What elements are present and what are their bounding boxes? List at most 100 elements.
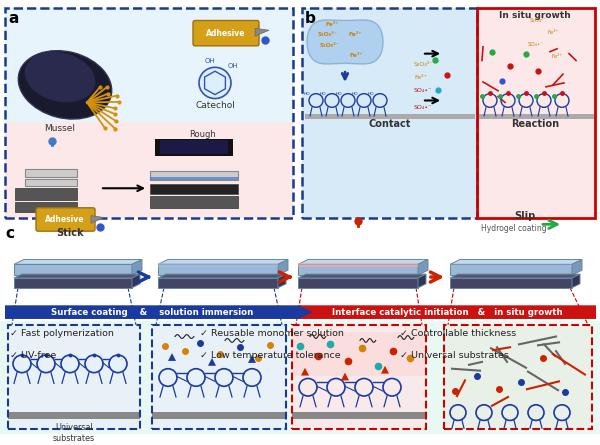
Polygon shape: [14, 259, 142, 264]
Text: Reaction: Reaction: [511, 119, 559, 129]
Text: HO: HO: [352, 92, 359, 96]
FancyBboxPatch shape: [193, 20, 259, 46]
Polygon shape: [14, 264, 132, 275]
Polygon shape: [450, 274, 580, 278]
FancyBboxPatch shape: [450, 264, 572, 267]
Text: Mussel: Mussel: [44, 124, 76, 133]
Text: HO: HO: [368, 92, 374, 96]
Text: S₂O₄²⁻: S₂O₄²⁻: [530, 18, 547, 24]
FancyBboxPatch shape: [444, 325, 592, 429]
Text: ✓ Universal substrates: ✓ Universal substrates: [400, 351, 509, 360]
Ellipse shape: [25, 52, 95, 102]
FancyBboxPatch shape: [305, 114, 475, 119]
Circle shape: [199, 67, 231, 98]
Polygon shape: [298, 305, 596, 319]
Text: OH: OH: [228, 63, 239, 69]
Polygon shape: [158, 278, 278, 288]
Text: In situ growth: In situ growth: [499, 11, 571, 20]
Text: Catechol: Catechol: [195, 101, 235, 110]
Text: a: a: [8, 11, 19, 26]
FancyBboxPatch shape: [150, 171, 238, 181]
FancyBboxPatch shape: [36, 208, 95, 231]
Text: Fe²⁺: Fe²⁺: [348, 32, 362, 37]
FancyBboxPatch shape: [155, 138, 233, 156]
Text: SO₄•⁻: SO₄•⁻: [528, 42, 544, 47]
Polygon shape: [450, 264, 572, 275]
Polygon shape: [298, 264, 418, 275]
Text: Fe³⁺: Fe³⁺: [325, 22, 339, 27]
FancyBboxPatch shape: [150, 184, 238, 194]
FancyBboxPatch shape: [15, 202, 77, 212]
Text: Fe²⁺: Fe²⁺: [414, 75, 427, 80]
Text: HO: HO: [304, 92, 311, 96]
Text: Surface coating    &    solution immersion: Surface coating & solution immersion: [51, 307, 253, 317]
Polygon shape: [278, 259, 288, 275]
Polygon shape: [158, 264, 278, 275]
Polygon shape: [158, 259, 288, 264]
Polygon shape: [248, 355, 256, 363]
Text: Slip: Slip: [514, 211, 536, 222]
Polygon shape: [298, 259, 428, 264]
FancyBboxPatch shape: [8, 325, 140, 429]
Polygon shape: [14, 278, 132, 288]
Text: S₂O₈²⁻: S₂O₈²⁻: [414, 62, 434, 67]
Polygon shape: [450, 259, 582, 264]
Polygon shape: [14, 274, 140, 278]
FancyBboxPatch shape: [150, 196, 238, 208]
Text: Interface catalytic initiation   &   in situ growth: Interface catalytic initiation & in situ…: [332, 307, 562, 317]
Text: ✓ UV-free: ✓ UV-free: [10, 351, 56, 360]
Text: Fe³⁺: Fe³⁺: [349, 53, 363, 57]
Text: Rough: Rough: [188, 129, 215, 138]
Polygon shape: [301, 368, 309, 376]
Text: Stick: Stick: [56, 228, 84, 238]
Polygon shape: [255, 28, 269, 36]
Polygon shape: [418, 274, 426, 288]
Text: Fe²⁺: Fe²⁺: [552, 53, 563, 59]
Polygon shape: [341, 372, 349, 380]
Polygon shape: [450, 278, 572, 288]
FancyBboxPatch shape: [150, 177, 238, 181]
FancyBboxPatch shape: [477, 114, 595, 119]
FancyBboxPatch shape: [5, 8, 293, 218]
FancyBboxPatch shape: [477, 8, 595, 218]
Polygon shape: [278, 274, 286, 288]
Text: Adhesive: Adhesive: [45, 215, 85, 224]
Text: S₂O₆²⁻: S₂O₆²⁻: [318, 32, 338, 37]
Text: c: c: [5, 227, 14, 241]
Polygon shape: [132, 259, 142, 275]
Polygon shape: [572, 259, 582, 275]
FancyBboxPatch shape: [292, 412, 426, 420]
Text: HO: HO: [336, 92, 343, 96]
FancyBboxPatch shape: [25, 169, 77, 177]
Polygon shape: [208, 358, 216, 366]
Polygon shape: [572, 274, 580, 288]
Text: ✓ Controllable thickness: ✓ Controllable thickness: [400, 329, 516, 338]
Polygon shape: [5, 305, 315, 319]
Text: Adhesive: Adhesive: [206, 28, 246, 38]
FancyBboxPatch shape: [158, 263, 278, 267]
Polygon shape: [168, 353, 176, 361]
Text: Contact: Contact: [369, 119, 411, 129]
Text: SO₄•⁻: SO₄•⁻: [414, 88, 433, 93]
Polygon shape: [298, 274, 426, 278]
Text: HO: HO: [320, 92, 326, 96]
Text: Universal
substrates: Universal substrates: [53, 423, 95, 443]
FancyBboxPatch shape: [0, 321, 600, 434]
FancyBboxPatch shape: [8, 412, 140, 420]
FancyBboxPatch shape: [15, 188, 77, 200]
Text: Fe³⁺: Fe³⁺: [548, 30, 559, 35]
Text: S₂O₈²⁻: S₂O₈²⁻: [320, 43, 340, 48]
Polygon shape: [418, 259, 428, 275]
Polygon shape: [298, 278, 418, 288]
Polygon shape: [158, 274, 286, 278]
FancyBboxPatch shape: [298, 263, 418, 267]
Text: SO₄•⁻: SO₄•⁻: [414, 105, 433, 110]
Text: ✓ Fast polymerization: ✓ Fast polymerization: [10, 329, 114, 338]
Polygon shape: [132, 274, 140, 288]
FancyBboxPatch shape: [160, 141, 228, 154]
FancyBboxPatch shape: [152, 412, 286, 420]
FancyBboxPatch shape: [5, 122, 293, 218]
FancyBboxPatch shape: [292, 332, 426, 376]
FancyBboxPatch shape: [302, 8, 477, 218]
Text: b: b: [305, 11, 316, 26]
